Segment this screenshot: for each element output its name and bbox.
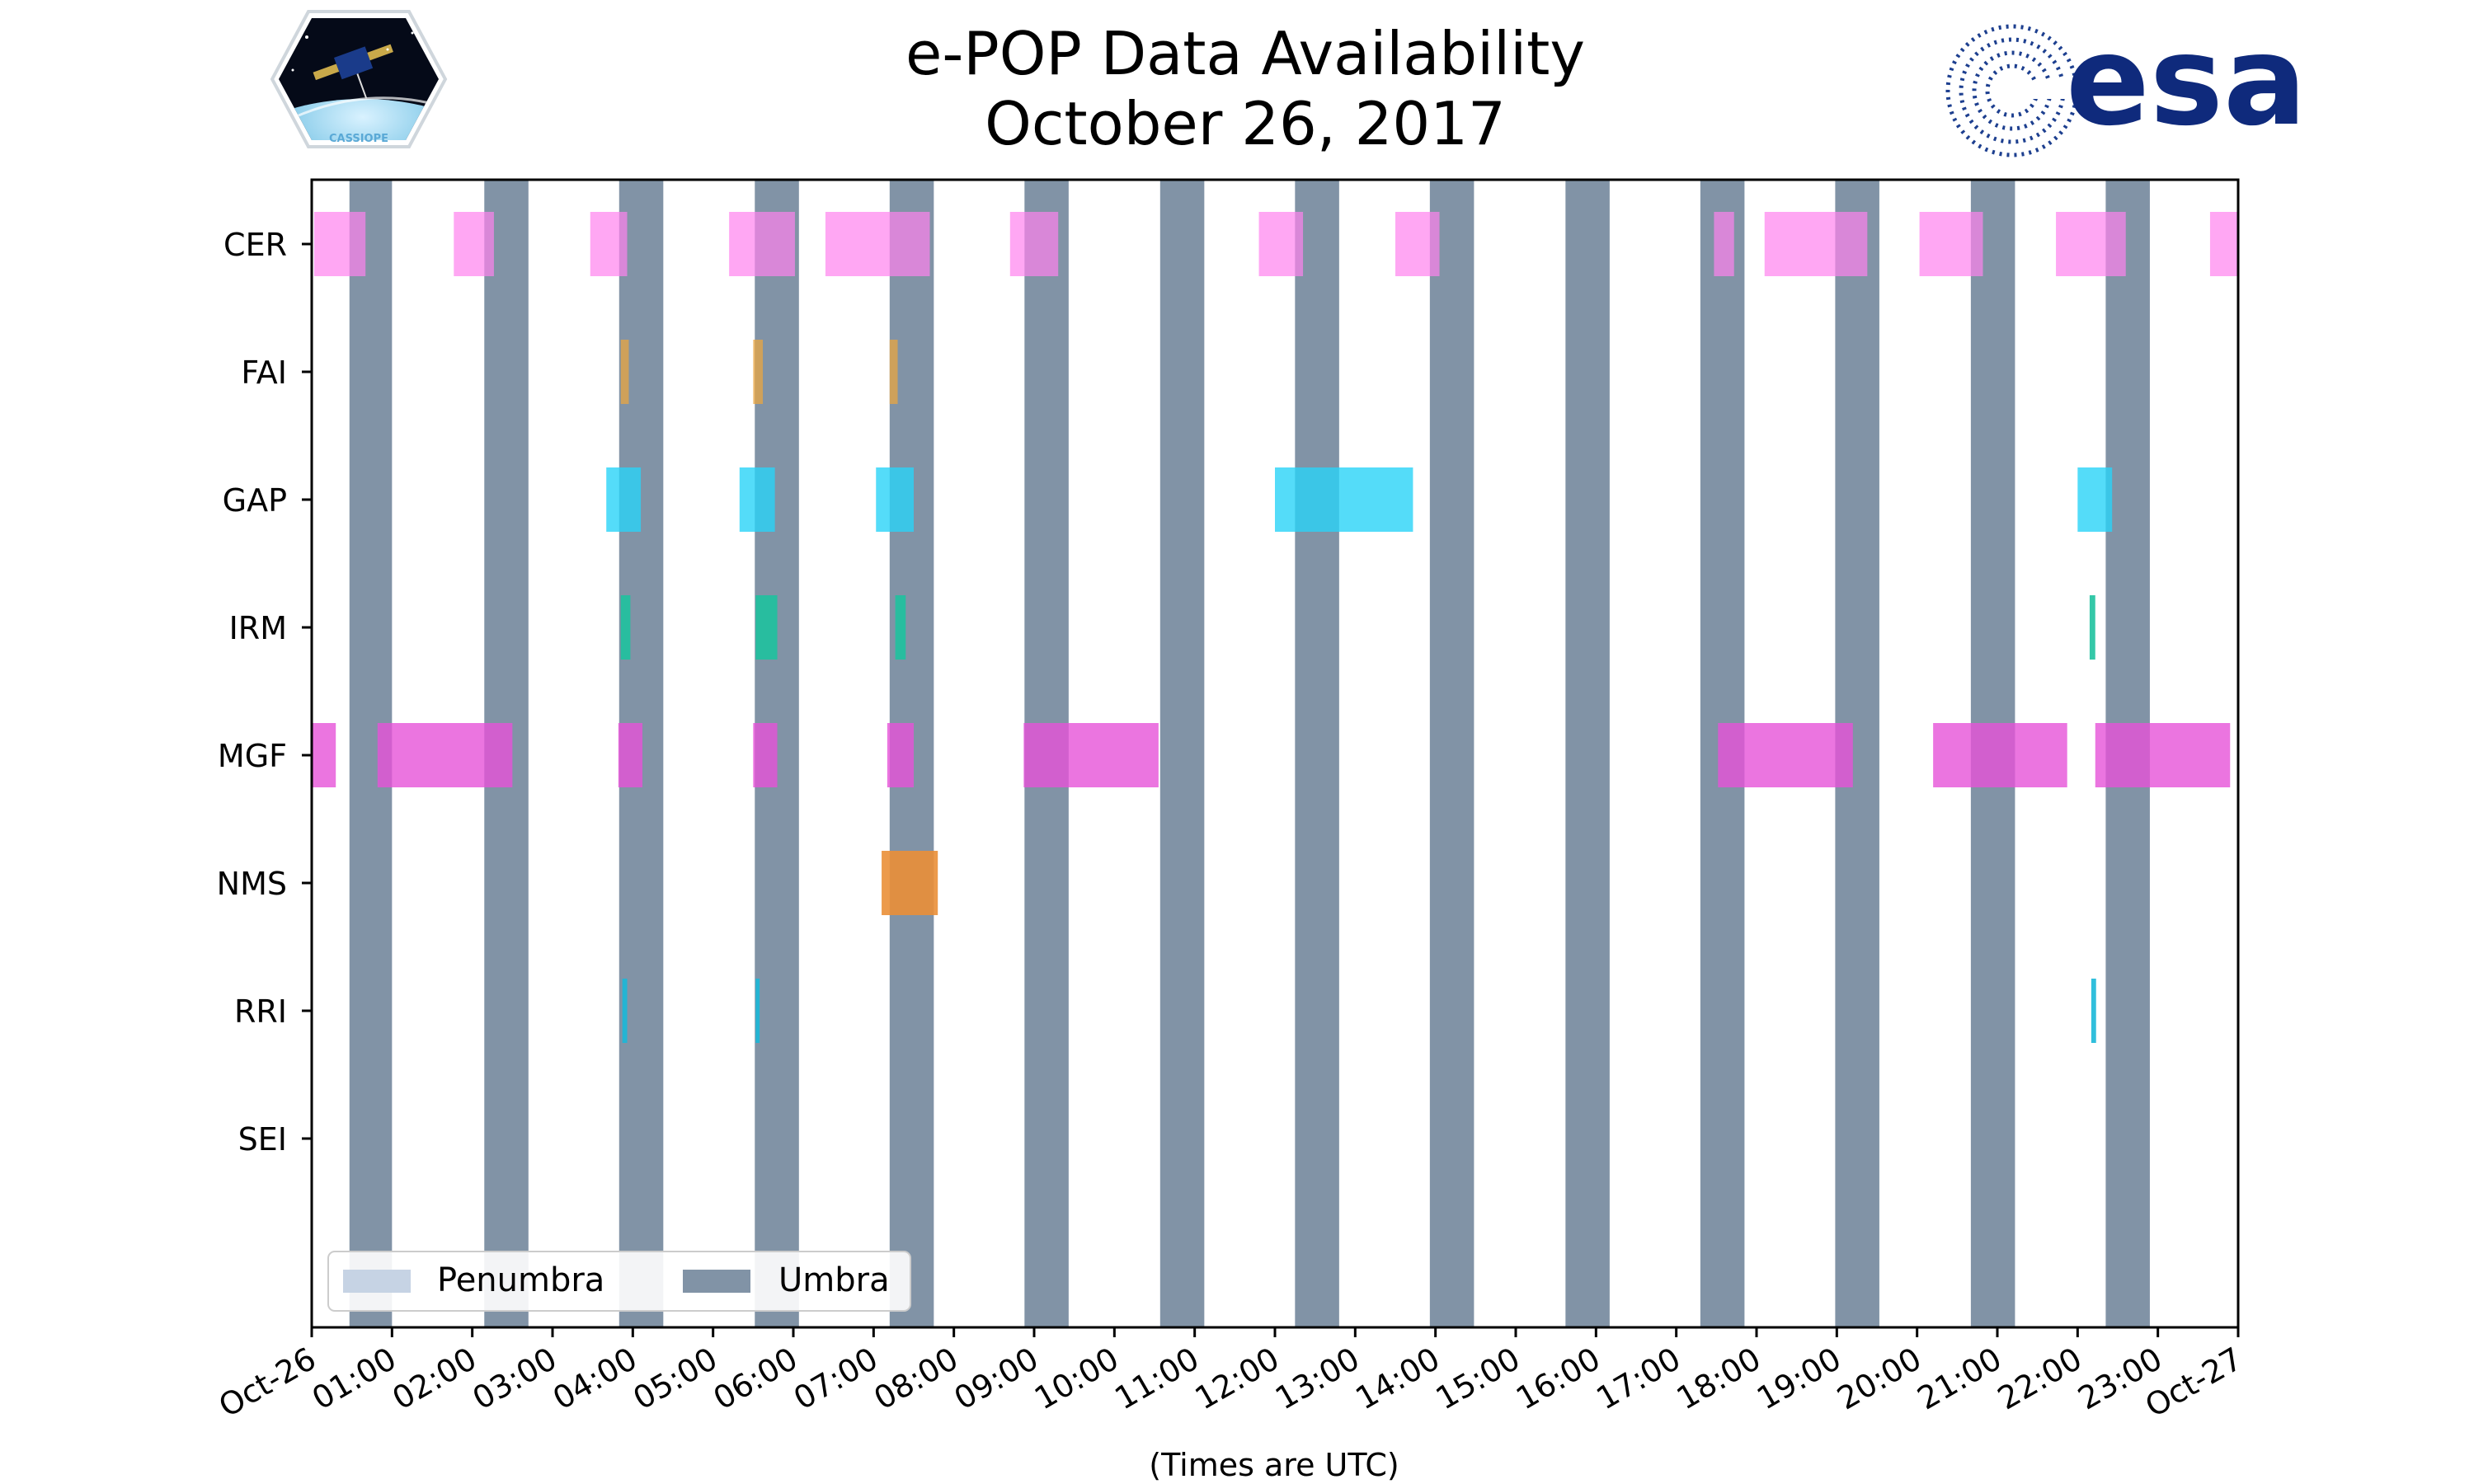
x-tick-label-18-00: 18:00: [1671, 1341, 1767, 1417]
umbra-band-10: [1565, 180, 1610, 1327]
x-tick-label-11-00: 11:00: [1108, 1341, 1205, 1417]
x-tick-label-22-00: 22:00: [1992, 1341, 2088, 1417]
y-tick-label-sei: SEI: [238, 1121, 287, 1158]
bar-mgf-6: [1023, 723, 1159, 787]
legend-label-penumbra: Penumbra: [437, 1261, 604, 1299]
x-tick-label-oct-26: Oct-26: [213, 1341, 322, 1425]
y-tick-label-irm: IRM: [229, 610, 287, 646]
instrument-bars: [312, 212, 2238, 1043]
umbra-band-7: [1159, 180, 1205, 1327]
umbra-band-8: [1295, 180, 1339, 1327]
bar-cer-12: [2056, 212, 2126, 276]
bar-rri-2: [755, 979, 760, 1043]
plot-frame: [310, 178, 2240, 1329]
bar-cer-13: [2209, 212, 2238, 276]
x-tick-label-15-00: 15:00: [1430, 1341, 1526, 1417]
bar-cer-9: [1714, 212, 1734, 276]
x-tick-label-08-00: 08:00: [868, 1341, 964, 1417]
y-tick-label-nms: NMS: [217, 866, 287, 902]
bar-cer-2: [454, 212, 494, 276]
bar-mgf-4: [753, 723, 778, 787]
legend-label-umbra: Umbra: [778, 1261, 890, 1299]
bar-gap-1: [606, 467, 642, 532]
x-tick-label-03-00: 03:00: [467, 1341, 563, 1417]
bar-cer-3: [590, 212, 628, 276]
bar-gap-5: [2077, 467, 2113, 532]
x-tick-label-10-00: 10:00: [1028, 1341, 1125, 1417]
bar-fai-2: [753, 340, 764, 404]
bar-cer-11: [1919, 212, 1983, 276]
bar-cer-6: [1009, 212, 1059, 276]
legend: Penumbra Umbra: [327, 1251, 911, 1312]
x-tick-label-09-00: 09:00: [948, 1341, 1045, 1417]
bar-irm-3: [895, 595, 906, 660]
bar-irm-2: [755, 595, 778, 660]
bar-mgf-2: [377, 723, 513, 787]
y-tick-label-mgf: MGF: [218, 738, 287, 774]
bar-mgf-7: [1718, 723, 1853, 787]
bar-irm-4: [2089, 595, 2095, 660]
y-tick-label-fai: FAI: [241, 355, 287, 391]
bar-fai-3: [889, 340, 898, 404]
x-tick-label-16-00: 16:00: [1510, 1341, 1606, 1417]
x-tick-label-13-00: 13:00: [1269, 1341, 1366, 1417]
bar-gap-4: [1275, 467, 1413, 532]
x-tick-label-04-00: 04:00: [547, 1341, 643, 1417]
bar-rri-1: [622, 979, 628, 1043]
bar-fai-1: [620, 340, 629, 404]
bar-rri-3: [2091, 979, 2096, 1043]
bar-mgf-5: [887, 723, 914, 787]
x-tick-label-06-00: 06:00: [708, 1341, 804, 1417]
bar-cer-5: [825, 212, 930, 276]
bar-cer-4: [729, 212, 795, 276]
y-tick-label-gap: GAP: [223, 482, 287, 519]
bar-cer-8: [1395, 212, 1440, 276]
esa-logo-text: esa: [2066, 10, 2307, 153]
bar-cer-10: [1764, 212, 1868, 276]
umbra-band-9: [1429, 180, 1475, 1327]
x-tick-label-07-00: 07:00: [788, 1341, 884, 1417]
x-axis-label: (Times are UTC): [1149, 1447, 1399, 1483]
legend-box: [327, 1251, 911, 1312]
bar-gap-3: [876, 467, 914, 532]
bar-irm-1: [620, 595, 631, 660]
y-tick-label-rri: RRI: [234, 993, 287, 1030]
x-tick-label-05-00: 05:00: [627, 1341, 723, 1417]
cassiope-logo-text: CASSIOPE: [329, 133, 388, 145]
bar-cer-1: [313, 212, 366, 276]
x-tick-label-01-00: 01:00: [306, 1341, 402, 1417]
x-tick-label-20-00: 20:00: [1831, 1341, 1927, 1417]
bar-cer-7: [1258, 212, 1304, 276]
legend-swatch-umbra: [683, 1270, 750, 1293]
bar-nms-1: [882, 851, 938, 915]
chart-title: e-POP Data Availability: [905, 19, 1585, 88]
x-tick-label-14-00: 14:00: [1349, 1341, 1446, 1417]
x-tick-label-21-00: 21:00: [1912, 1341, 2008, 1417]
bar-mgf-1: [312, 723, 336, 787]
x-tick-label-19-00: 19:00: [1751, 1341, 1847, 1417]
legend-swatch-penumbra: [343, 1270, 411, 1293]
y-tick-label-cer: CER: [223, 227, 287, 263]
x-tick-label-12-00: 12:00: [1189, 1341, 1286, 1417]
bar-gap-2: [739, 467, 775, 532]
x-tick-label-17-00: 17:00: [1590, 1341, 1686, 1417]
bar-mgf-8: [1933, 723, 2067, 787]
esa-logo: esa: [1945, 10, 2307, 157]
cassiope-logo: CASSIOPE: [270, 10, 448, 148]
chart-subtitle-date: October 26, 2017: [985, 89, 1506, 158]
bar-mgf-9: [2095, 723, 2231, 787]
x-tick-label-02-00: 02:00: [386, 1341, 482, 1417]
bar-mgf-3: [618, 723, 643, 787]
